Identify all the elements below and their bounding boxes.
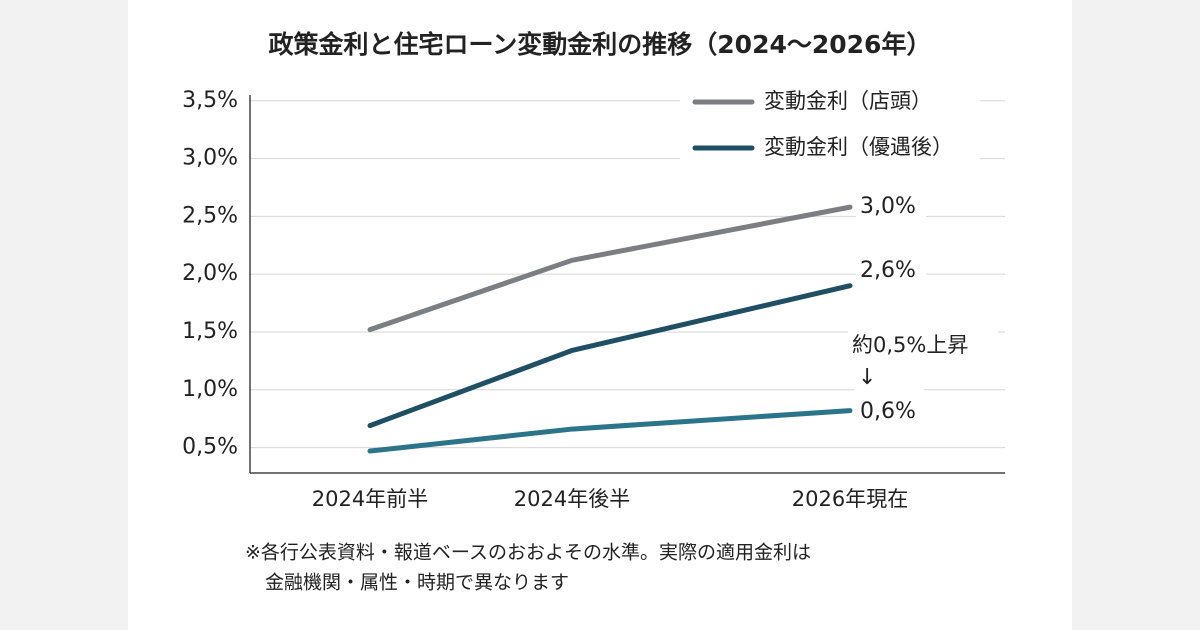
y-tick-label: 1,0% bbox=[182, 377, 238, 402]
footnote: 金融機関・属性・時期で異なります bbox=[265, 572, 569, 594]
annotation-background bbox=[856, 192, 926, 222]
y-tick-label: 3,0% bbox=[182, 146, 238, 171]
y-tick-label: 2,5% bbox=[182, 203, 238, 228]
x-tick-label: 2026年現在 bbox=[792, 487, 908, 511]
annotation: 0,6% bbox=[860, 399, 916, 424]
y-tick-label: 2,0% bbox=[182, 261, 238, 286]
annotation: ↓ bbox=[858, 365, 876, 390]
annotation-background bbox=[848, 331, 998, 361]
series-line bbox=[367, 204, 853, 333]
annotation: 3,0% bbox=[860, 194, 916, 219]
annotation-background bbox=[854, 363, 924, 393]
annotation: 2,6% bbox=[860, 258, 916, 283]
annotation-background bbox=[856, 256, 926, 286]
legend-label: 変動金利（店頭） bbox=[764, 89, 932, 113]
legend-label: 変動金利（優遇後） bbox=[764, 135, 953, 159]
chart-title: 政策金利と住宅ローン変動金利の推移（2024〜2026年） bbox=[269, 30, 932, 59]
y-tick-label: 1,5% bbox=[182, 319, 238, 344]
y-tick-label: 0,5% bbox=[182, 435, 238, 460]
legend-background bbox=[680, 82, 980, 172]
series-line bbox=[367, 408, 853, 454]
x-tick-label: 2024年前半 bbox=[312, 487, 428, 511]
annotation: 約0,5%上昇 bbox=[852, 333, 968, 357]
x-tick-label: 2024年後半 bbox=[514, 487, 630, 511]
y-tick-label: 3,5% bbox=[182, 88, 238, 113]
footnote: ※各行公表資料・報道ベースのおおよその水準。実際の適用金利は bbox=[245, 542, 811, 564]
annotation-background bbox=[856, 397, 926, 427]
series-line bbox=[367, 283, 853, 429]
